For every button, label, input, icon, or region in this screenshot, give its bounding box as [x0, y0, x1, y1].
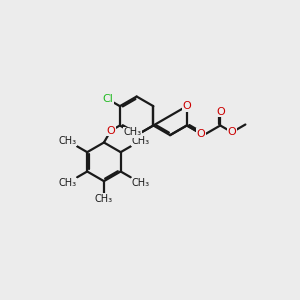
- Text: O: O: [182, 101, 191, 111]
- Text: CH₃: CH₃: [95, 194, 113, 204]
- Text: Cl: Cl: [103, 94, 114, 104]
- Text: O: O: [106, 126, 115, 136]
- Text: CH₃: CH₃: [58, 178, 76, 188]
- Text: O: O: [228, 127, 236, 137]
- Text: CH₃: CH₃: [58, 136, 76, 146]
- Text: O: O: [216, 106, 225, 117]
- Text: CH₃: CH₃: [131, 136, 150, 146]
- Text: CH₃: CH₃: [131, 178, 150, 188]
- Text: O: O: [197, 129, 206, 139]
- Text: CH₃: CH₃: [123, 128, 142, 137]
